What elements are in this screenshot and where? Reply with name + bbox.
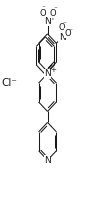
Text: O: O: [49, 9, 56, 18]
Text: N: N: [44, 156, 51, 165]
Text: O: O: [39, 9, 46, 18]
Text: O: O: [58, 23, 65, 32]
Text: ⁻: ⁻: [42, 3, 46, 12]
Text: N: N: [44, 69, 51, 78]
Text: N: N: [59, 33, 65, 42]
Text: +: +: [63, 31, 69, 37]
Text: O: O: [64, 29, 71, 38]
Text: N: N: [44, 17, 51, 26]
Text: +: +: [49, 15, 55, 21]
Text: ⁻: ⁻: [69, 26, 73, 35]
Text: ⁻: ⁻: [63, 20, 67, 28]
Text: Cl⁻: Cl⁻: [2, 78, 18, 88]
Text: +: +: [51, 67, 56, 73]
Text: ⁻: ⁻: [54, 4, 58, 13]
